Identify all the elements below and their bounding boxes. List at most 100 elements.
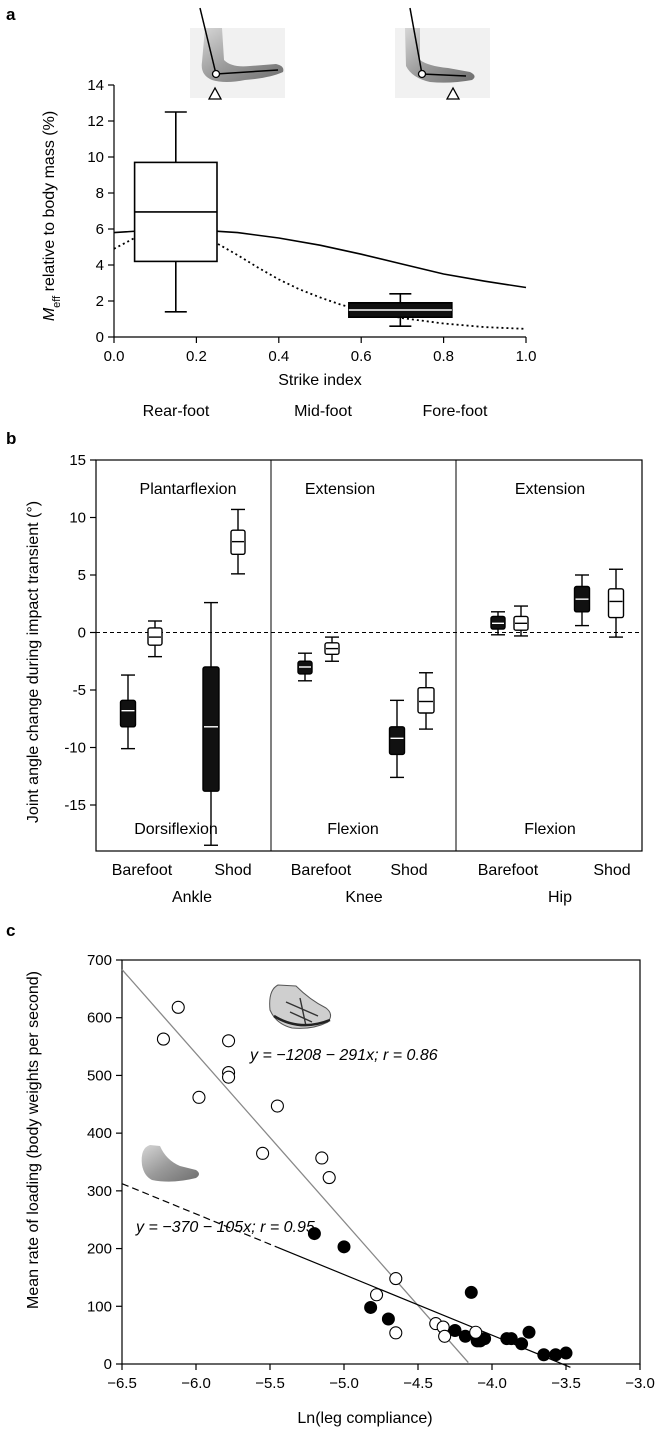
box-b <box>607 588 625 619</box>
data-point-barefoot <box>381 1312 395 1326</box>
plot-frame-b <box>95 459 643 852</box>
y-tick-label-a: 6 <box>96 221 104 238</box>
y-tick-label-c: 100 <box>87 1298 112 1315</box>
x-tick-label-a: 0.0 <box>104 348 125 365</box>
box-b <box>119 699 137 728</box>
group-bottom-label-knee: Flexion <box>327 821 379 838</box>
y-tick-label-c: 300 <box>87 1183 112 1200</box>
y-axis-label-b: Joint angle change during impact transie… <box>25 501 42 823</box>
fit-line-shod <box>121 969 469 1363</box>
data-point-shod <box>315 1151 329 1165</box>
fit-line-barefoot <box>277 1246 571 1368</box>
x-tick-label-c: −5.5 <box>255 1375 285 1392</box>
condition-label-hip-barefoot: Barefoot <box>478 862 539 879</box>
group-name-ankle: Ankle <box>172 889 212 906</box>
data-point-shod <box>156 1032 170 1046</box>
y-tick-label-c: 700 <box>87 952 112 969</box>
x-tick-label-c: −4.5 <box>403 1375 433 1392</box>
y-tick-label-b: 15 <box>69 452 86 469</box>
data-point-shod <box>171 1000 185 1014</box>
data-point-barefoot <box>464 1285 478 1299</box>
x-tick-label-c: −3.0 <box>625 1375 655 1392</box>
group-name-knee: Knee <box>345 889 382 906</box>
data-point-barefoot <box>307 1227 321 1241</box>
plot-b: 15 10 5 0 -5 -10 -15 <box>64 452 643 852</box>
data-point-shod <box>469 1325 483 1339</box>
condition-label-ankle-shod: Shod <box>214 862 251 879</box>
data-point-barefoot <box>364 1300 378 1314</box>
panel-label-c: c <box>6 921 15 940</box>
data-point-barefoot <box>337 1240 351 1254</box>
panel-a: a Meff relative to body mass (%) 0 2 4 6 8 10… <box>6 5 536 420</box>
y-axis-label-a: Meff relative to body mass (%) <box>41 111 63 321</box>
y-tick-label-c: 600 <box>87 1010 112 1027</box>
condition-label-hip-shod: Shod <box>593 862 630 879</box>
x-axis-label-a: Strike index <box>278 372 362 389</box>
y-tick-label-b: 10 <box>69 510 86 527</box>
data-point-barefoot <box>515 1337 529 1351</box>
y-tick-label-a: 14 <box>87 77 104 94</box>
data-point-shod <box>270 1099 284 1113</box>
data-point-shod <box>389 1272 403 1286</box>
y-tick-label-b: -5 <box>73 682 86 699</box>
y-tick-label-c: 400 <box>87 1125 112 1142</box>
shod-foot-pictogram <box>269 984 332 1029</box>
rear-foot-strike-pictogram <box>190 7 285 100</box>
data-point-shod <box>192 1090 206 1104</box>
x-tick-label-c: −6.0 <box>181 1375 211 1392</box>
group-name-hip: Hip <box>548 889 572 906</box>
x-tick-label-c: −3.5 <box>551 1375 581 1392</box>
x-tick-label-a: 0.8 <box>433 348 454 365</box>
y-tick-label-b: -10 <box>64 740 86 757</box>
category-label-mid-foot: Mid-foot <box>294 403 352 420</box>
data-point-barefoot <box>448 1324 462 1338</box>
y-tick-label-a: 2 <box>96 293 104 310</box>
x-tick-label-a: 0.4 <box>268 348 289 365</box>
y-tick-label-c: 0 <box>104 1356 112 1373</box>
panel-label-a: a <box>6 5 16 24</box>
y-tick-label-c: 500 <box>87 1067 112 1084</box>
y-axis-label-c: Mean rate of loading (body weights per s… <box>25 971 42 1309</box>
group-bottom-label-hip: Flexion <box>524 821 576 838</box>
data-point-barefoot <box>522 1325 536 1339</box>
box-b <box>388 726 406 756</box>
condition-label-knee-shod: Shod <box>390 862 427 879</box>
panel-label-b: b <box>6 429 16 448</box>
box-b <box>202 666 220 792</box>
x-tick-label-a: 1.0 <box>516 348 537 365</box>
data-point-shod <box>438 1329 452 1343</box>
box-b <box>417 687 435 714</box>
y-tick-label-b: 0 <box>78 625 86 642</box>
x-axis-label-c: Ln(leg compliance) <box>297 1410 432 1427</box>
x-tick-label-a: 0.6 <box>351 348 372 365</box>
fore-foot-strike-pictogram <box>395 7 490 100</box>
x-tick-label-a: 0.2 <box>186 348 207 365</box>
group-top-label-ankle: Plantarflexion <box>140 481 237 498</box>
y-tick-label-b: 5 <box>78 567 86 584</box>
data-point-shod <box>322 1171 336 1185</box>
data-point-barefoot <box>504 1332 518 1346</box>
plot-a: 0 2 4 6 8 10 12 14 0.0 0.2 0.4 0.6 0.8 1.0 <box>87 77 536 365</box>
category-label-rear-foot: Rear-foot <box>143 403 210 420</box>
data-point-shod <box>256 1146 270 1160</box>
y-tick-label-c: 200 <box>87 1241 112 1258</box>
y-tick-label-a: 10 <box>87 149 104 166</box>
data-point-shod <box>389 1326 403 1340</box>
group-top-label-knee: Extension <box>305 481 375 498</box>
condition-label-ankle-barefoot: Barefoot <box>112 862 173 879</box>
plot-frame-c <box>121 959 641 1365</box>
panel-b: b Joint angle change during impact trans… <box>6 429 643 906</box>
y-tick-label-a: 8 <box>96 185 104 202</box>
condition-label-knee-barefoot: Barefoot <box>291 862 352 879</box>
group-top-label-hip: Extension <box>515 481 585 498</box>
category-label-fore-foot: Fore-foot <box>423 403 488 420</box>
y-tick-label-a: 0 <box>96 329 104 346</box>
data-point-barefoot <box>478 1332 492 1346</box>
x-tick-label-c: −5.0 <box>329 1375 359 1392</box>
fit-label-shod: y = −1208 − 291x; r = 0.86 <box>249 1047 438 1064</box>
y-tick-label-b: -15 <box>64 797 86 814</box>
y-tick-label-a: 12 <box>87 113 104 130</box>
data-point-shod <box>222 1034 236 1048</box>
y-tick-label-a: 4 <box>96 257 104 274</box>
